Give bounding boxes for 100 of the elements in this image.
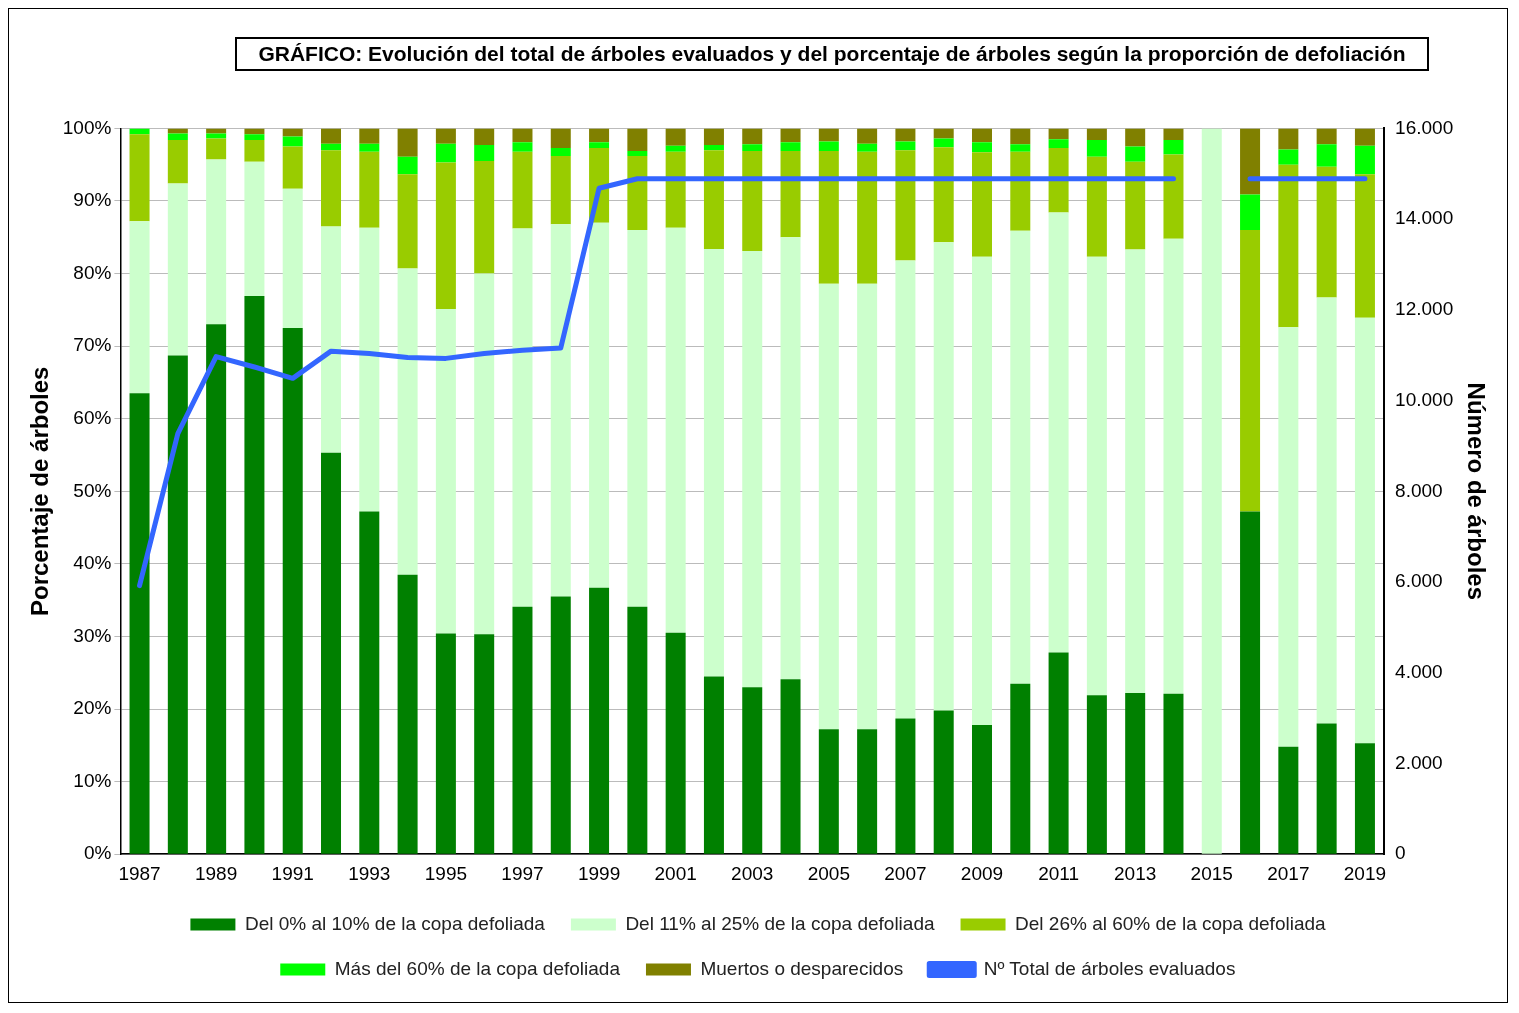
bar bbox=[359, 151, 380, 228]
bar bbox=[1086, 695, 1107, 854]
legend-label: Más del 60% de la copa defoliada bbox=[334, 957, 621, 979]
bar bbox=[550, 596, 571, 854]
bar bbox=[1240, 128, 1261, 195]
bar bbox=[1163, 140, 1184, 155]
bar bbox=[512, 142, 533, 152]
bar bbox=[972, 128, 993, 143]
legend-label: Del 26% al 60% de la copa defoliada bbox=[1015, 912, 1327, 934]
y-tick-label: 20% bbox=[73, 697, 112, 719]
bar bbox=[857, 143, 878, 152]
bar bbox=[818, 141, 839, 151]
bar bbox=[1125, 693, 1146, 854]
bar bbox=[972, 256, 993, 726]
y-tick-label: 10% bbox=[73, 769, 112, 791]
bar bbox=[474, 128, 495, 146]
x-tick-label: 2013 bbox=[1114, 862, 1157, 884]
bar bbox=[895, 128, 916, 142]
bar bbox=[244, 161, 265, 297]
bar bbox=[1354, 174, 1375, 318]
bar bbox=[474, 161, 495, 274]
y2-tick-label: 0 bbox=[1395, 842, 1406, 864]
bar bbox=[627, 128, 648, 151]
bar bbox=[321, 150, 342, 227]
bar bbox=[818, 283, 839, 730]
bar bbox=[627, 155, 648, 231]
bar bbox=[1354, 743, 1375, 854]
bar bbox=[1086, 156, 1107, 257]
bar bbox=[933, 710, 954, 854]
x-tick-label: 1999 bbox=[577, 862, 621, 884]
bar bbox=[435, 633, 456, 854]
bar bbox=[129, 393, 150, 854]
legend-label: Nº Total de árboles evaluados bbox=[983, 957, 1236, 979]
bar bbox=[512, 128, 533, 143]
bar bbox=[282, 188, 303, 328]
bar bbox=[550, 224, 571, 597]
bar bbox=[895, 260, 916, 719]
bar bbox=[1316, 723, 1337, 854]
x-tick-label: 2009 bbox=[960, 862, 1004, 884]
bar bbox=[359, 227, 380, 512]
bar bbox=[589, 587, 610, 854]
bar bbox=[1086, 256, 1107, 696]
bar bbox=[244, 134, 265, 141]
bar bbox=[1354, 317, 1375, 744]
bar bbox=[206, 133, 227, 139]
bar bbox=[206, 159, 227, 325]
bar bbox=[933, 138, 954, 148]
bar bbox=[1163, 154, 1184, 239]
y-tick-label: 80% bbox=[73, 261, 112, 283]
legend-label: Del 0% al 10% de la copa defoliada bbox=[244, 912, 546, 934]
y2-axis-title: Número de árboles bbox=[1462, 382, 1490, 600]
bar bbox=[703, 248, 724, 677]
bar bbox=[1010, 128, 1031, 145]
bar bbox=[857, 283, 878, 730]
bar bbox=[550, 155, 571, 225]
bar bbox=[1278, 746, 1299, 854]
x-tick-label: 1989 bbox=[194, 862, 238, 884]
bar bbox=[857, 128, 878, 144]
x-tick-label: 1993 bbox=[348, 862, 391, 884]
bar bbox=[282, 328, 303, 854]
bar bbox=[321, 143, 342, 151]
bar bbox=[1010, 683, 1031, 854]
bar bbox=[780, 142, 801, 151]
bar bbox=[1278, 327, 1299, 747]
legend-label: Del 11% al 25% de la copa defoliada bbox=[625, 912, 935, 934]
bar bbox=[1201, 128, 1222, 854]
bar bbox=[627, 230, 648, 607]
chart-title: GRÁFICO: Evolución del total de árboles evaluados y del porcentaje de árboles según la proporción de defoliación bbox=[235, 37, 1429, 71]
bar bbox=[206, 324, 227, 854]
x-tick-label: 2019 bbox=[1343, 862, 1387, 884]
bar bbox=[1010, 144, 1031, 152]
bar bbox=[397, 574, 418, 854]
bar bbox=[435, 128, 456, 144]
bar bbox=[550, 128, 571, 148]
bar bbox=[282, 136, 303, 147]
y-tick-label: 40% bbox=[73, 552, 112, 574]
x-tick-label: 2005 bbox=[807, 862, 850, 884]
bar bbox=[589, 142, 610, 148]
bar bbox=[1086, 140, 1107, 157]
y2-tick-label: 10.000 bbox=[1395, 388, 1454, 410]
bar bbox=[933, 147, 954, 243]
bar bbox=[665, 227, 686, 633]
bar bbox=[780, 128, 801, 143]
bar bbox=[167, 183, 188, 356]
bar bbox=[1163, 238, 1184, 694]
bar bbox=[1316, 128, 1337, 145]
bar bbox=[780, 679, 801, 854]
y-tick-label: 50% bbox=[73, 479, 112, 501]
bar bbox=[512, 606, 533, 854]
bar bbox=[818, 729, 839, 854]
bar bbox=[359, 128, 380, 144]
bar bbox=[895, 150, 916, 261]
x-tick-label: 1995 bbox=[424, 862, 468, 884]
y-tick-label: 30% bbox=[73, 624, 112, 646]
bar bbox=[397, 128, 418, 157]
bar bbox=[435, 309, 456, 634]
x-tick-label: 1987 bbox=[118, 862, 161, 884]
bar bbox=[474, 145, 495, 162]
bar bbox=[665, 632, 686, 854]
bar bbox=[703, 128, 724, 146]
